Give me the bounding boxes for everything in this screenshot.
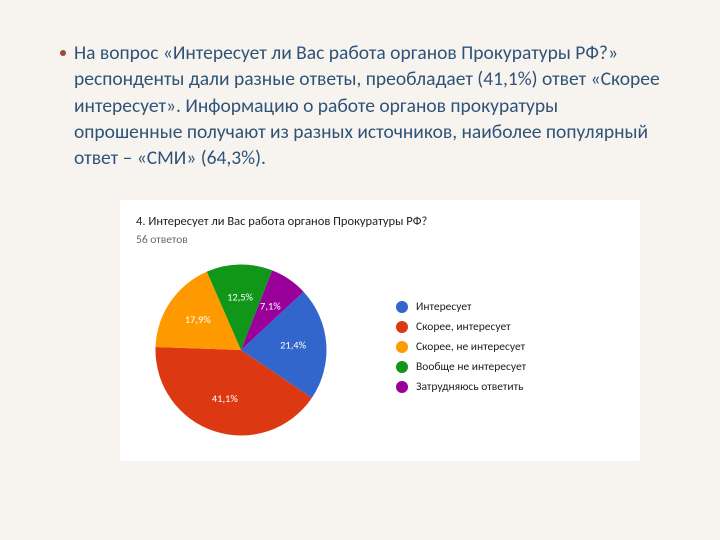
bullet-row: На вопрос «Интересует ли Вас работа орга… (60, 40, 670, 172)
legend-label: Затрудняюсь ответить (416, 380, 523, 394)
legend-label: Вообще не интересует (416, 360, 526, 374)
chart-card: 4. Интересует ли Вас работа органов Прок… (120, 200, 640, 461)
legend-label: Скорее, интересует (416, 320, 511, 334)
legend-swatch-icon (396, 361, 408, 373)
pie-slice-label: 17,9% (185, 313, 211, 326)
legend-swatch-icon (396, 321, 408, 333)
pie-slice-label: 12,5% (227, 290, 253, 303)
legend-swatch-icon (396, 301, 408, 313)
bullet-text: На вопрос «Интересует ли Вас работа орга… (74, 40, 670, 172)
legend-item: Скорее, не интересует (396, 340, 526, 354)
pie-slice-label: 41,1% (212, 392, 238, 405)
legend-swatch-icon (396, 341, 408, 353)
chart-title: 4. Интересует ли Вас работа органов Прок… (136, 214, 624, 229)
bullet-dot-icon (60, 50, 66, 56)
legend-item: Вообще не интересует (396, 360, 526, 374)
legend-label: Интересует (416, 300, 471, 314)
legend-item: Затрудняюсь ответить (396, 380, 526, 394)
legend-item: Интересует (396, 300, 526, 314)
pie-slice-label: 21,4% (280, 338, 306, 351)
legend-label: Скорее, не интересует (416, 340, 525, 354)
chart-legend: Интересует Скорее, интересует Скорее, не и… (396, 300, 526, 400)
legend-item: Скорее, интересует (396, 320, 526, 334)
chart-subtitle: 56 ответов (136, 233, 624, 247)
pie-chart: 21,4% 41,1% 17,9% 12,5% 7,1% (146, 255, 336, 445)
pie-slice-label: 7,1% (260, 299, 281, 312)
chart-body: 21,4% 41,1% 17,9% 12,5% 7,1% Интересует Скоре… (136, 255, 624, 445)
slide: На вопрос «Интересует ли Вас работа орга… (0, 0, 720, 540)
legend-swatch-icon (396, 381, 408, 393)
